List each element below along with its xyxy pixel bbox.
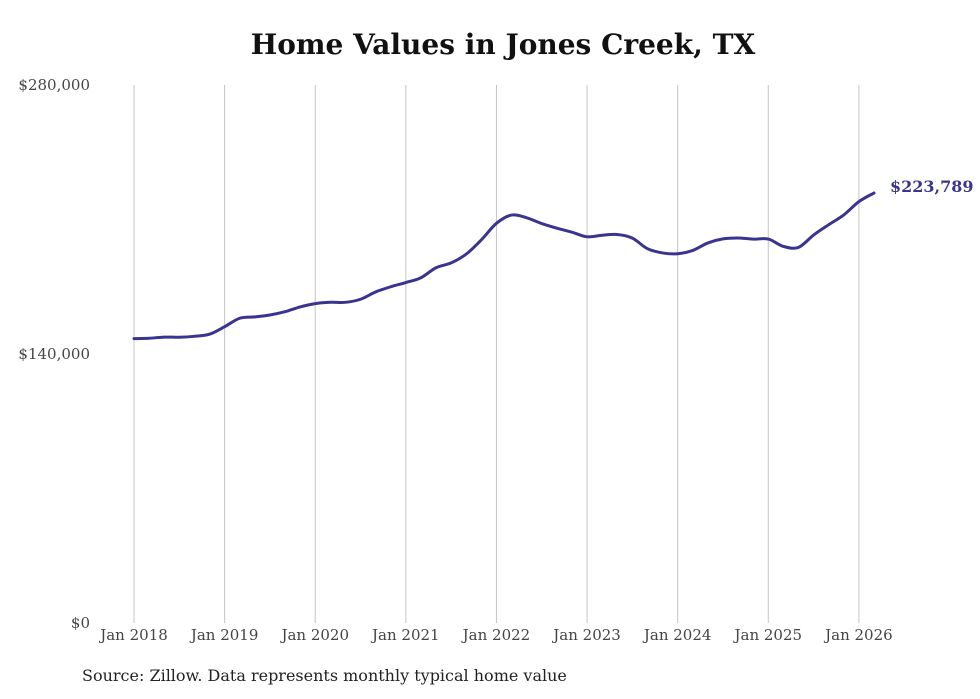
x-tick-label: Jan 2021	[370, 626, 440, 644]
line-chart: $0$140,000$280,000 Jan 2018 Jan 2019 Jan 2…	[18, 76, 974, 644]
x-tick-label: Jan 2026	[823, 626, 893, 644]
vertical-gridlines	[133, 85, 860, 623]
x-tick-label: Jan 2023	[551, 626, 621, 644]
y-tick-label: $280,000	[18, 76, 90, 94]
source-note: Source: Zillow. Data represents monthly …	[82, 666, 567, 685]
x-tick-label: Jan 2020	[279, 626, 349, 644]
y-tick-label: $140,000	[18, 345, 90, 363]
chart-title: Home Values in Jones Creek, TX	[250, 28, 756, 61]
x-tick-label: Jan 2018	[98, 626, 168, 644]
x-tick-label: Jan 2019	[189, 626, 259, 644]
x-axis-tick-labels: Jan 2018 Jan 2019 Jan 2020 Jan 2021 Jan 2022…	[98, 626, 892, 644]
y-tick-label: $0	[71, 614, 90, 632]
x-tick-label: Jan 2022	[461, 626, 531, 644]
latest-value-label: $223,789	[890, 177, 974, 196]
x-tick-label: Jan 2024	[642, 626, 712, 644]
home-value-series-line	[132, 191, 876, 341]
x-tick-label: Jan 2025	[733, 626, 803, 644]
y-axis-tick-labels: $0 $140,000 $280,000	[18, 76, 90, 632]
